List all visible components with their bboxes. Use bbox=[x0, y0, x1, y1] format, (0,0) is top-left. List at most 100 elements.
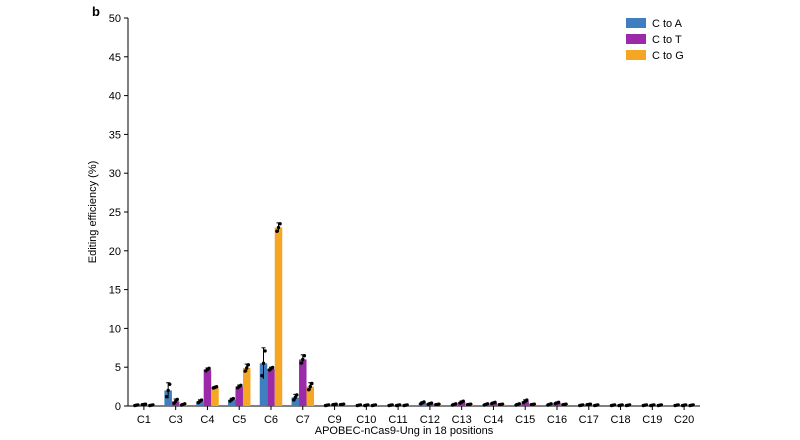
data-point bbox=[581, 403, 585, 407]
data-point bbox=[246, 363, 251, 367]
y-tick-label: 0 bbox=[115, 401, 121, 413]
x-tick-label: C18 bbox=[610, 414, 630, 426]
data-point bbox=[659, 403, 664, 407]
data-point bbox=[390, 403, 394, 407]
data-point bbox=[612, 403, 617, 407]
data-point bbox=[358, 403, 363, 407]
x-tick-label: C15 bbox=[515, 414, 535, 426]
data-point bbox=[549, 402, 553, 406]
x-tick-label: C16 bbox=[547, 414, 567, 426]
x-tick-label: C19 bbox=[642, 414, 662, 426]
y-tick-label: 45 bbox=[109, 52, 121, 64]
data-point bbox=[164, 394, 169, 399]
bar-c-to-t bbox=[267, 368, 275, 406]
data-point bbox=[151, 403, 155, 407]
data-point bbox=[652, 403, 656, 407]
y-tick-label: 40 bbox=[109, 91, 121, 103]
legend-label: C to A bbox=[652, 18, 683, 30]
legend-label: C to G bbox=[652, 50, 684, 62]
x-tick-label: C1 bbox=[137, 414, 151, 426]
y-tick-label: 5 bbox=[115, 362, 121, 374]
x-tick-label: C20 bbox=[674, 414, 694, 426]
data-point bbox=[326, 403, 331, 407]
data-point bbox=[276, 225, 281, 230]
x-tick-label: C13 bbox=[452, 414, 472, 426]
x-tick-label: C11 bbox=[388, 414, 407, 426]
data-point bbox=[306, 388, 311, 392]
data-point bbox=[691, 403, 695, 407]
data-point bbox=[596, 403, 600, 407]
data-point bbox=[620, 403, 624, 407]
bar-c-to-a bbox=[291, 397, 300, 406]
data-point bbox=[676, 403, 680, 407]
data-point bbox=[291, 398, 296, 402]
legend-swatch bbox=[626, 50, 646, 60]
legend-swatch bbox=[626, 18, 646, 28]
data-point bbox=[166, 388, 170, 393]
data-point bbox=[627, 403, 632, 407]
y-tick-label: 50 bbox=[109, 13, 121, 25]
bar-c-to-g bbox=[306, 386, 315, 406]
bar-c-to-a bbox=[259, 363, 268, 406]
data-point bbox=[469, 402, 473, 406]
data-point bbox=[405, 403, 409, 407]
data-point bbox=[214, 385, 219, 389]
bar-c-to-t bbox=[203, 369, 212, 406]
data-point bbox=[231, 396, 236, 401]
y-tick-label: 20 bbox=[109, 246, 121, 258]
x-tick-label: C3 bbox=[169, 414, 183, 426]
y-tick-label: 30 bbox=[109, 168, 121, 180]
data-point bbox=[207, 366, 211, 370]
bar-c-to-t bbox=[299, 359, 307, 406]
data-point bbox=[295, 393, 299, 397]
data-point bbox=[500, 402, 505, 406]
data-point bbox=[644, 403, 649, 407]
data-point bbox=[275, 229, 279, 233]
data-point bbox=[588, 402, 593, 406]
data-point bbox=[366, 403, 370, 407]
bar-c-to-a bbox=[196, 401, 204, 406]
data-point bbox=[437, 402, 441, 406]
x-tick-label: C14 bbox=[483, 414, 503, 426]
y-axis-label: Editing efficiency (%) bbox=[87, 161, 99, 264]
x-tick-label: C12 bbox=[420, 414, 440, 426]
data-point bbox=[278, 222, 282, 226]
data-point bbox=[299, 361, 303, 365]
data-point bbox=[341, 402, 346, 406]
data-point bbox=[684, 403, 688, 407]
data-point bbox=[373, 403, 378, 407]
data-point bbox=[136, 403, 140, 407]
bar-c-to-g bbox=[211, 387, 219, 406]
y-tick-label: 10 bbox=[109, 323, 121, 335]
data-point bbox=[310, 381, 314, 386]
data-point bbox=[239, 383, 243, 388]
data-point bbox=[261, 361, 266, 366]
data-point bbox=[308, 384, 312, 389]
data-point bbox=[263, 349, 267, 353]
data-point bbox=[334, 402, 338, 406]
x-tick-label: C10 bbox=[356, 414, 376, 426]
data-point bbox=[429, 401, 434, 405]
legend-label: C to T bbox=[652, 34, 682, 46]
data-point bbox=[245, 366, 249, 370]
data-point bbox=[168, 382, 172, 386]
data-point bbox=[398, 403, 402, 407]
bar-c-to-g bbox=[242, 367, 251, 406]
data-point bbox=[270, 365, 275, 370]
y-tick-label: 25 bbox=[109, 207, 121, 219]
legend-swatch bbox=[626, 34, 646, 44]
y-tick-label: 15 bbox=[109, 285, 121, 297]
x-axis-label: APOBEC-nCas9-Ung in 18 positions bbox=[315, 425, 494, 437]
x-tick-label: C5 bbox=[232, 414, 246, 426]
x-tick-label: C17 bbox=[579, 414, 599, 426]
data-point bbox=[564, 402, 568, 406]
data-point bbox=[525, 398, 529, 402]
data-point bbox=[302, 354, 307, 358]
data-point bbox=[517, 402, 522, 406]
data-point bbox=[199, 398, 204, 402]
x-tick-label: C9 bbox=[328, 414, 342, 426]
data-point bbox=[143, 402, 148, 406]
x-tick-label: C7 bbox=[296, 414, 310, 426]
data-point bbox=[260, 374, 264, 378]
